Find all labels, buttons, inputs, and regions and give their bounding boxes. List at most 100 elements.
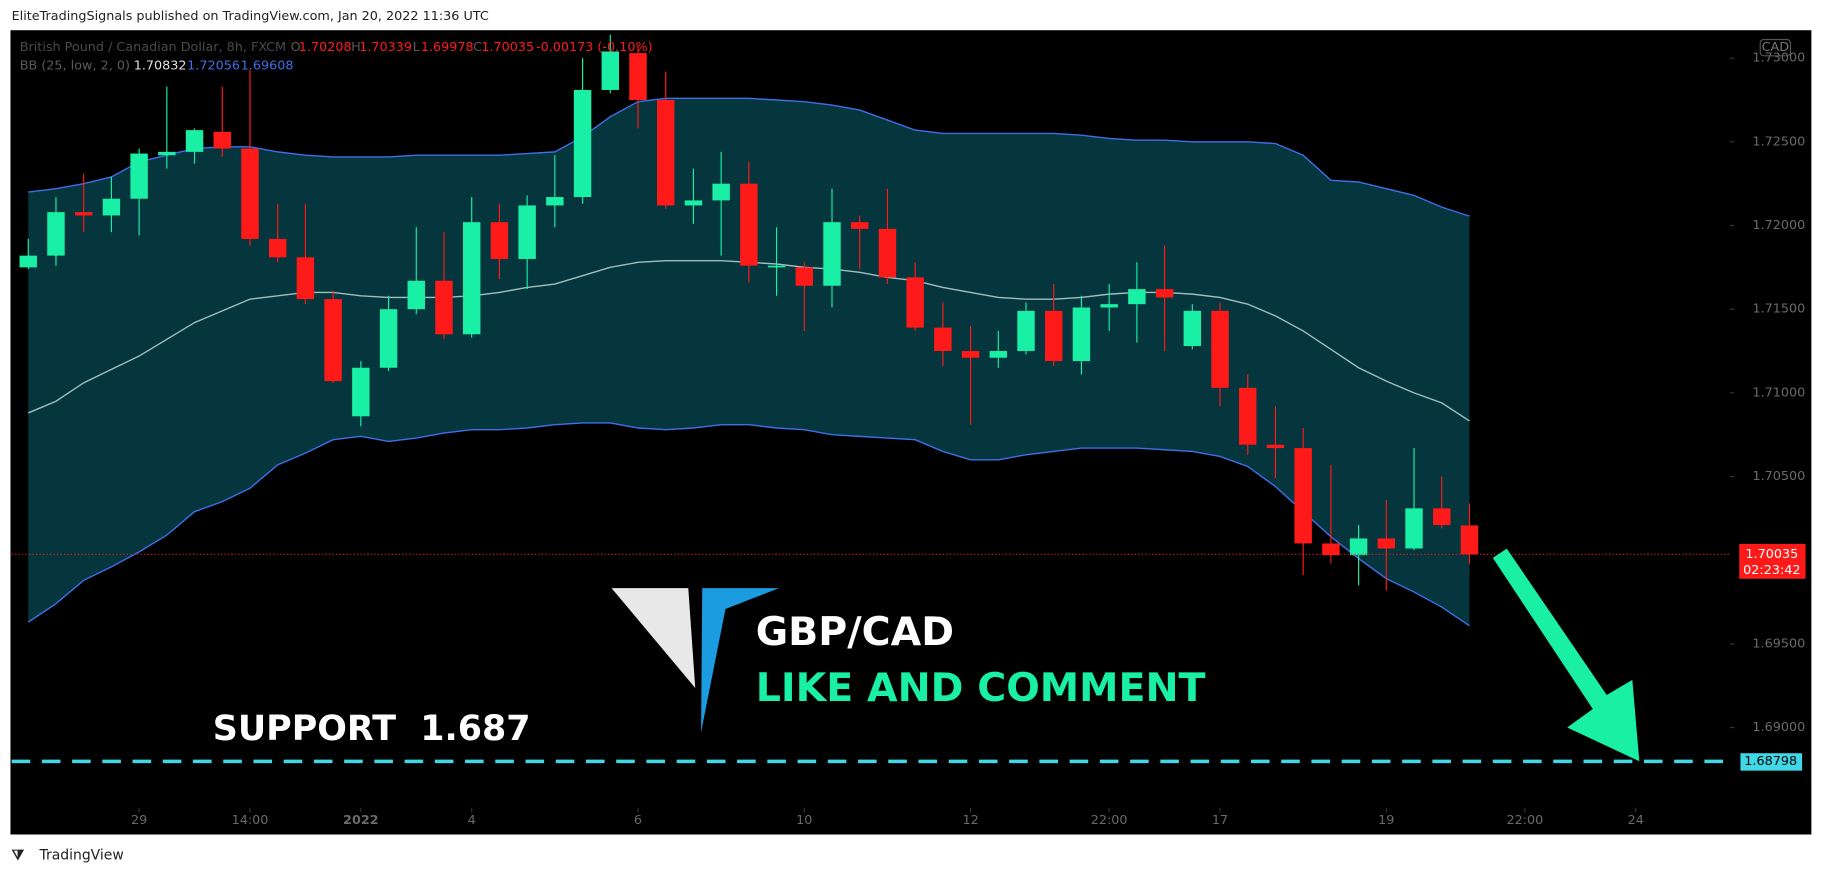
candle-body <box>1294 448 1312 544</box>
support-box <box>1740 753 1803 771</box>
candle-body <box>961 351 980 358</box>
candle-body <box>573 89 592 198</box>
candle-body <box>1349 538 1368 556</box>
candle-body <box>546 197 564 206</box>
candle-body <box>296 257 315 300</box>
candle-body <box>1266 444 1285 449</box>
candle-body <box>1377 538 1396 549</box>
candle-body <box>934 327 952 352</box>
candle-body <box>656 100 675 206</box>
y-tick-label: 1.72000 <box>1752 218 1805 233</box>
x-tick-label: 10 <box>796 813 812 828</box>
logo-white <box>611 588 696 689</box>
candle-body <box>102 198 121 216</box>
candle-body <box>1155 289 1174 298</box>
symbol: British Pound / Canadian Dollar, 8h, FXC… <box>20 40 286 55</box>
band-upper <box>28 97 1470 217</box>
candle-body <box>19 255 37 268</box>
candle-body <box>851 222 869 229</box>
candle-body <box>1239 387 1257 445</box>
annotation: LIKE AND COMMENT <box>756 665 1206 711</box>
ohlc-value: 1.70339 <box>359 40 412 55</box>
currency-box <box>1759 38 1792 57</box>
annotation: SUPPORT 1.687 <box>213 709 531 749</box>
candle-body <box>213 131 231 149</box>
candle-body <box>130 153 148 199</box>
candle-body <box>1460 525 1479 555</box>
candle-body <box>379 309 398 368</box>
candle-body <box>1017 310 1035 352</box>
ohlc-value: 1.69978 <box>421 40 474 55</box>
candle-body <box>462 222 481 335</box>
candle-body <box>1322 543 1340 556</box>
ohlc-letter: C <box>473 40 482 55</box>
countdown: 02:23:42 <box>1743 563 1800 578</box>
y-tick-label: 1.73000 <box>1752 51 1805 66</box>
ohlc-value: 1.70035 <box>481 40 534 55</box>
candle-body <box>795 267 814 286</box>
candle-body <box>1128 289 1146 305</box>
x-tick-label: 12 <box>962 813 978 828</box>
x-tick-label: 14:00 <box>232 813 269 828</box>
candle-body <box>158 151 176 156</box>
publish-header: EliteTradingSignals published on Trading… <box>12 9 489 24</box>
currency: CAD <box>1762 40 1790 55</box>
candle-body <box>1405 508 1423 549</box>
candle-body <box>352 367 370 417</box>
ohlc-value: 1.70208 <box>299 40 352 55</box>
x-tick-label: 17 <box>1212 813 1228 828</box>
candle-body <box>1183 310 1202 347</box>
candle-body <box>767 265 786 268</box>
x-tick-label: 6 <box>634 813 642 828</box>
y-tick-label: 1.69500 <box>1752 636 1805 651</box>
x-tick-label: 29 <box>131 813 147 828</box>
footer: TradingView <box>39 847 124 863</box>
candle-body <box>47 212 65 256</box>
y-tick-label: 1.69000 <box>1752 720 1805 735</box>
last-price-box <box>1739 543 1806 579</box>
candle-body <box>74 212 93 216</box>
x-tick-label: 22:00 <box>1506 813 1543 828</box>
x-tick-label: 4 <box>468 813 476 828</box>
candle-body <box>268 238 287 258</box>
logo-blue <box>701 588 779 733</box>
last-price-label: 1.70035 <box>1745 547 1798 562</box>
ohlc-letter: O <box>291 40 301 55</box>
candle-body <box>684 200 703 206</box>
indicator-value: 1.72056 <box>187 59 240 74</box>
candle-body <box>185 130 204 152</box>
candle-body <box>490 222 509 259</box>
candle-body <box>518 205 536 259</box>
candle-body <box>712 183 730 201</box>
candle-body <box>989 351 1008 358</box>
ohlc-letter: L <box>413 40 421 55</box>
x-tick-label: 24 <box>1628 813 1644 828</box>
band-fill <box>28 98 1470 626</box>
x-tick-label: 19 <box>1378 813 1394 828</box>
candle-body <box>407 280 425 310</box>
down-arrow <box>1492 548 1640 762</box>
candle-body <box>601 51 620 90</box>
y-tick-label: 1.71000 <box>1752 385 1805 400</box>
footer-logo-mark: ⧩ <box>11 847 25 863</box>
candle-body <box>435 280 453 335</box>
candle-body <box>823 222 841 286</box>
change: -0.00173 (-0.10%) <box>536 40 653 55</box>
candle-body <box>906 277 924 328</box>
indicator-label: BB (25, low, 2, 0) <box>20 59 130 74</box>
support-label: 1.68798 <box>1744 754 1797 769</box>
y-tick-label: 1.72500 <box>1752 134 1805 149</box>
ohlc-letter: H <box>351 40 361 55</box>
x-tick-label: 22:00 <box>1091 813 1128 828</box>
band-lower <box>27 422 1470 627</box>
indicator-value: 1.70832 <box>134 59 187 74</box>
candle-body <box>1072 307 1091 362</box>
candle-body <box>740 183 758 266</box>
x-tick-label: 2022 <box>343 813 379 828</box>
candle-body <box>1100 304 1118 308</box>
indicator-value: 1.69608 <box>241 59 294 74</box>
candle-body <box>324 299 342 382</box>
annotation: GBP/CAD <box>756 609 954 655</box>
y-tick-label: 1.70500 <box>1752 469 1805 484</box>
